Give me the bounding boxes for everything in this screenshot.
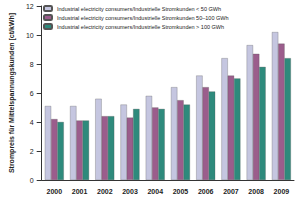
svg-text:12: 12 (26, 3, 34, 10)
svg-text:2004: 2004 (147, 188, 163, 195)
svg-text:2: 2 (30, 148, 34, 155)
svg-text:Industrial electricity consume: Industrial electricity consumers/Industr… (57, 15, 229, 21)
svg-text:2007: 2007 (223, 188, 239, 195)
svg-text:4: 4 (30, 119, 34, 126)
svg-text:2003: 2003 (122, 188, 138, 195)
svg-text:8: 8 (30, 61, 34, 68)
svg-text:2008: 2008 (248, 188, 264, 195)
svg-text:2005: 2005 (173, 188, 189, 195)
svg-text:2006: 2006 (198, 188, 214, 195)
svg-text:10: 10 (26, 32, 34, 39)
svg-text:6: 6 (30, 90, 34, 97)
svg-text:Industrial electricity consume: Industrial electricity consumers/Industr… (57, 6, 221, 12)
svg-text:Strompreis für Mittelspannungs: Strompreis für Mittelspannungskunden [ct… (8, 13, 16, 173)
svg-text:2002: 2002 (97, 188, 113, 195)
svg-text:2009: 2009 (274, 188, 290, 195)
svg-text:2001: 2001 (72, 188, 88, 195)
svg-text:Industrial electricity consume: Industrial electricity consumers/Industr… (57, 24, 224, 30)
svg-text:2000: 2000 (47, 188, 63, 195)
svg-text:0: 0 (30, 177, 34, 184)
